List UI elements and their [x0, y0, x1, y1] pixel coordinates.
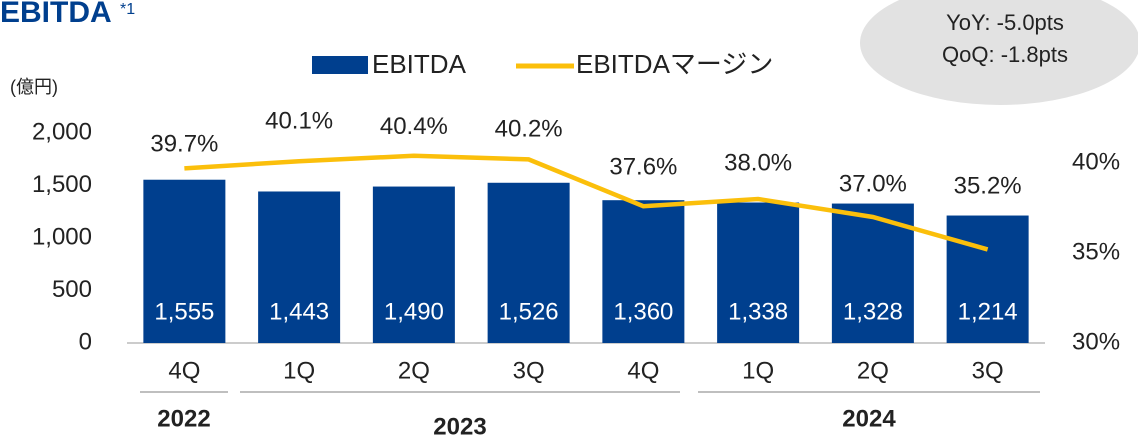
x-tick-label: 4Q [168, 357, 200, 384]
y-tick-label: 2,000 [32, 118, 92, 145]
legend-label: EBITDAマージン [576, 49, 773, 79]
y-tick-label: 1,000 [32, 223, 92, 250]
bar-value-label: 1,490 [384, 298, 444, 325]
legend-label: EBITDA [372, 49, 467, 79]
line-value-label: 37.6% [609, 154, 677, 181]
badge [860, 0, 1138, 105]
bar [717, 202, 800, 343]
bar-value-label: 1,443 [269, 298, 329, 325]
bar [143, 179, 226, 343]
y2-tick-label: 30% [1072, 328, 1120, 355]
y-tick-label: 1,500 [32, 171, 92, 198]
line-value-label: 40.4% [380, 113, 448, 140]
bar-value-label: 1,526 [499, 298, 559, 325]
y-tick-label: 0 [79, 328, 92, 355]
badge-line: QoQ: -1.8pts [942, 42, 1068, 67]
line-value-label: 40.2% [495, 116, 563, 143]
line-value-label: 35.2% [954, 173, 1022, 200]
x-tick-label: 4Q [627, 357, 659, 384]
bar-value-label: 1,555 [154, 298, 214, 325]
y2-tick-label: 40% [1072, 148, 1120, 175]
y-tick-label: 500 [52, 276, 92, 303]
bar [487, 182, 570, 343]
bar-value-label: 1,360 [613, 298, 673, 325]
x-tick-label: 1Q [283, 357, 315, 384]
bar [372, 186, 455, 343]
unit-label: (億円) [10, 77, 58, 97]
badge-line: YoY: -5.0pts [946, 10, 1064, 35]
x-tick-label: 2Q [857, 357, 889, 384]
year-label: 2023 [433, 413, 486, 438]
year-label: 2022 [157, 405, 210, 432]
line-value-label: 37.0% [839, 170, 907, 197]
x-tick-label: 3Q [972, 357, 1004, 384]
line-value-label: 38.0% [724, 149, 792, 176]
bar-value-label: 1,338 [728, 298, 788, 325]
year-label: 2024 [842, 405, 896, 432]
bar-value-label: 1,328 [843, 298, 903, 325]
x-tick-label: 2Q [398, 357, 430, 384]
bar [258, 191, 341, 343]
bar [946, 215, 1029, 343]
line-value-label: 40.1% [265, 108, 333, 135]
chart-title: EBITDA [0, 0, 112, 29]
title-note: *1 [120, 1, 135, 18]
x-tick-label: 1Q [742, 357, 774, 384]
y2-tick-label: 35% [1072, 238, 1120, 265]
line-value-label: 39.7% [150, 131, 218, 158]
x-tick-label: 3Q [513, 357, 545, 384]
margin-line [184, 153, 989, 252]
bar-value-label: 1,214 [958, 298, 1018, 325]
legend-swatch [312, 56, 368, 74]
bar [602, 200, 685, 343]
